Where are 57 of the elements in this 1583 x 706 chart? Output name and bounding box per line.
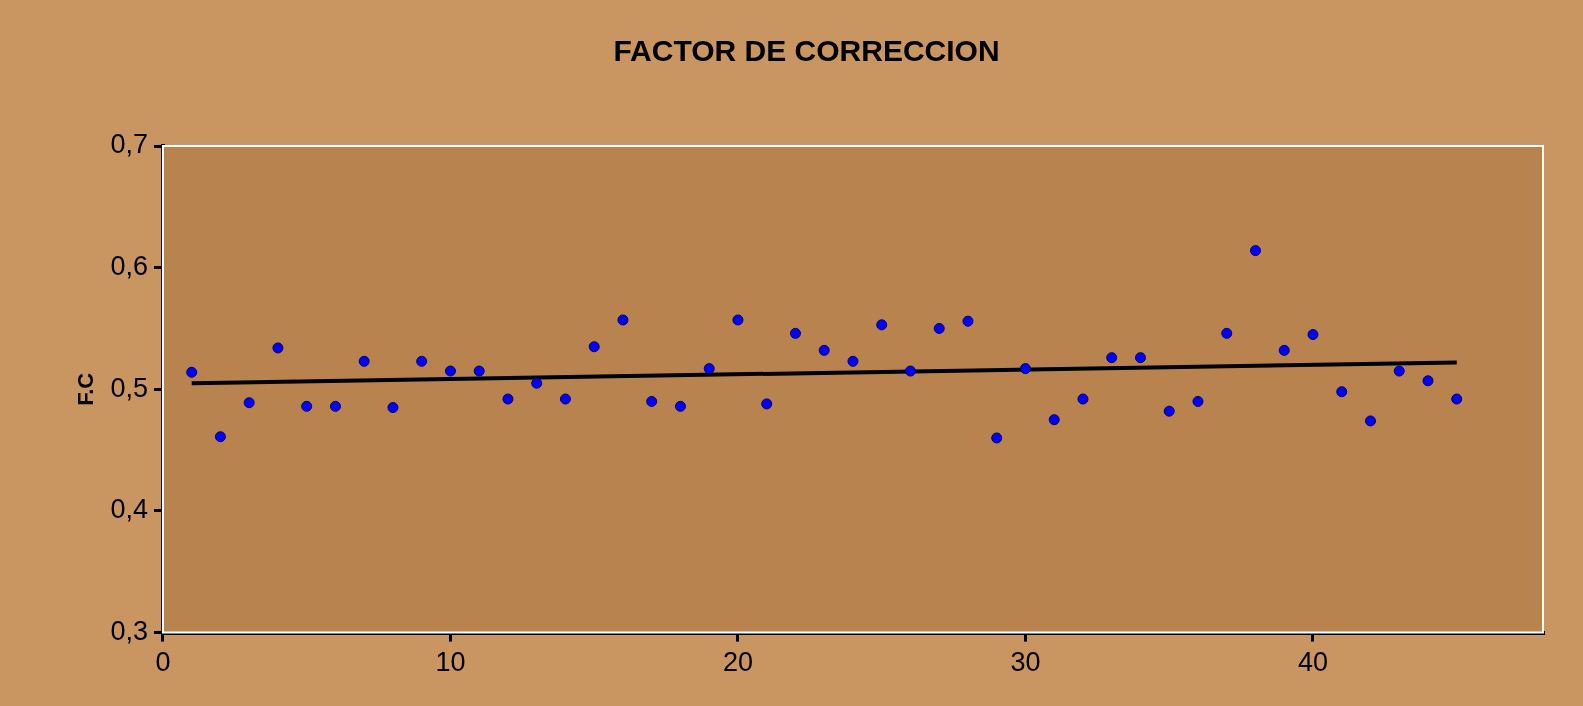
point xyxy=(243,397,255,409)
point xyxy=(933,322,945,334)
point xyxy=(473,365,485,377)
point xyxy=(1077,393,1089,405)
point xyxy=(358,355,370,367)
point xyxy=(301,400,313,412)
x-tick-label: 0 xyxy=(155,647,171,678)
x-tick-label: 20 xyxy=(722,647,753,678)
point xyxy=(962,315,974,327)
point xyxy=(761,398,773,410)
y-tick-label: 0,5 xyxy=(110,372,148,403)
point xyxy=(559,393,571,405)
point xyxy=(1019,363,1031,375)
y-tick-label: 0,6 xyxy=(110,251,148,282)
x-tick-label: 30 xyxy=(1010,647,1041,678)
point xyxy=(1393,365,1405,377)
point xyxy=(991,432,1003,444)
point xyxy=(416,355,428,367)
point xyxy=(1278,344,1290,356)
point xyxy=(904,365,916,377)
point xyxy=(1364,415,1376,427)
point xyxy=(1307,329,1319,341)
point xyxy=(732,314,744,326)
point xyxy=(674,400,686,412)
point xyxy=(1422,375,1434,387)
point xyxy=(876,319,888,331)
point xyxy=(588,341,600,353)
point xyxy=(329,400,341,412)
y-tick-label: 0,7 xyxy=(110,129,148,160)
point xyxy=(1249,245,1261,257)
point xyxy=(1048,414,1060,426)
point xyxy=(1134,352,1146,364)
point xyxy=(1451,393,1463,405)
point xyxy=(646,395,658,407)
point xyxy=(617,314,629,326)
chart-title: FACTOR DE CORRECCION xyxy=(613,34,1000,68)
point xyxy=(818,344,830,356)
point xyxy=(214,431,226,443)
y-axis-title: F.C xyxy=(73,372,99,406)
x-tick-label: 40 xyxy=(1297,647,1329,678)
point xyxy=(847,355,859,367)
y-tick-label: 0,3 xyxy=(110,616,148,647)
y-tick-label: 0,4 xyxy=(110,494,148,525)
point xyxy=(1163,405,1175,417)
point xyxy=(387,402,399,414)
point xyxy=(703,363,715,375)
point xyxy=(1336,386,1348,398)
point xyxy=(1106,352,1118,364)
point xyxy=(1192,395,1204,407)
point xyxy=(272,342,284,354)
point xyxy=(1221,327,1233,339)
x-tick-label: 10 xyxy=(435,647,466,678)
point xyxy=(531,377,543,389)
point xyxy=(444,365,456,377)
point xyxy=(186,366,198,378)
point xyxy=(502,393,514,405)
point xyxy=(789,327,801,339)
